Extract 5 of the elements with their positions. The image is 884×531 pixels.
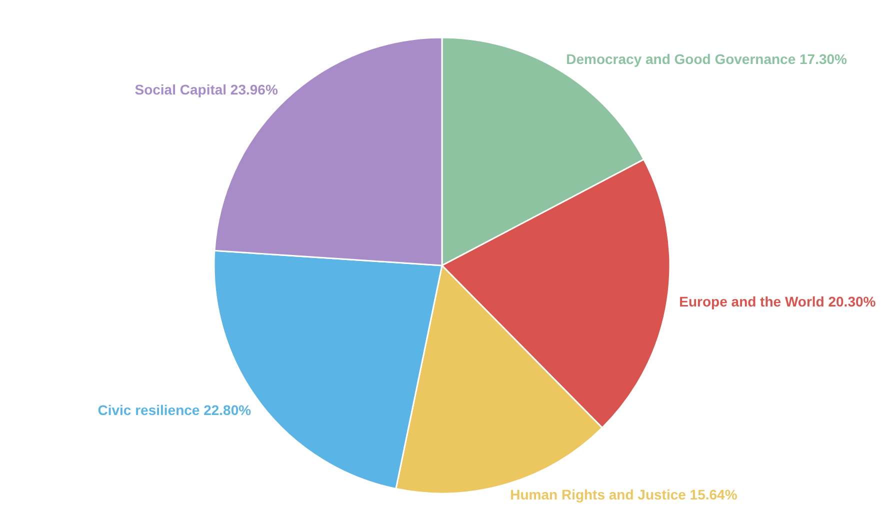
slice-label: Human Rights and Justice 15.64%	[510, 486, 738, 503]
slice-label: Democracy and Good Governance 17.30%	[566, 51, 848, 68]
slice-label: Civic resilience 22.80%	[98, 402, 252, 418]
slice-label: Europe and the World 20.30%	[679, 293, 876, 310]
slice-label: Social Capital 23.96%	[134, 81, 278, 98]
